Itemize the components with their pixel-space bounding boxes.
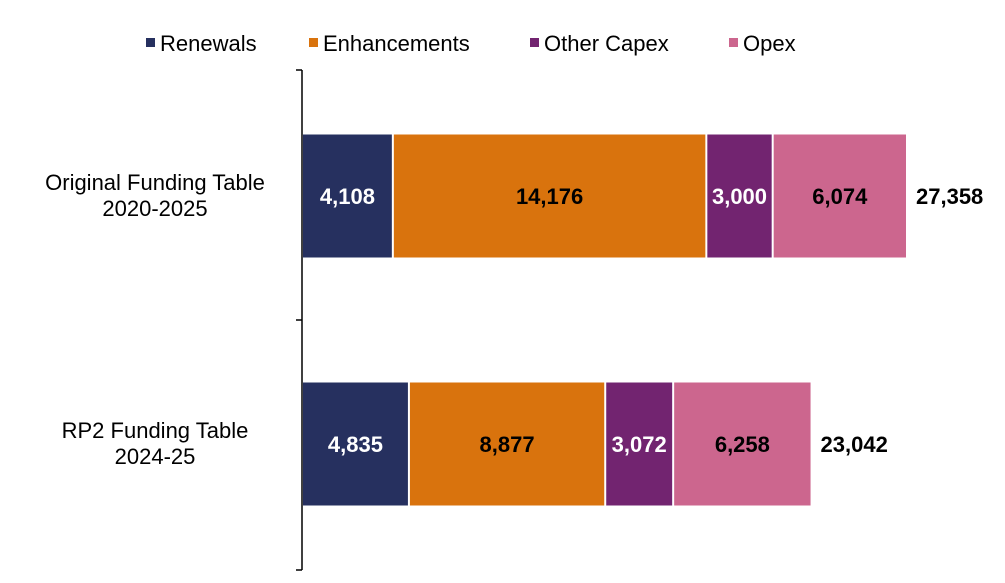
value-label-other-capex-2: 3,072 (612, 432, 667, 457)
category-label-1: Original Funding Table 2020-2025 (45, 170, 265, 221)
category-label-line: 2020-2025 (102, 196, 207, 221)
total-label-1: 27,358 (916, 184, 983, 209)
legend: Renewals Enhancements Other Capex Opex (146, 31, 796, 56)
bar-enhancements-1 (393, 134, 706, 258)
value-label-other-capex-1: 3,000 (712, 184, 767, 209)
bar-other-capex-1 (707, 134, 772, 258)
bars (303, 134, 906, 506)
value-label-opex-1: 6,074 (812, 184, 868, 209)
legend-renewals-swatch (146, 38, 155, 47)
bar-enhancements-2 (409, 382, 605, 506)
bar-renewals-2 (303, 382, 408, 506)
legend-renewals-label: Renewals (160, 31, 257, 56)
legend-enhancements-swatch (309, 38, 318, 47)
data-labels: 4,108 14,176 3,000 6,074 27,358 4,835 8,877 3,0… (320, 184, 983, 457)
category-label-line: Original Funding Table (45, 170, 265, 195)
value-label-enhancements-2: 8,877 (480, 432, 535, 457)
legend-enhancements-label: Enhancements (323, 31, 470, 56)
total-label-2: 23,042 (821, 432, 888, 457)
category-label-line: 2024-25 (115, 444, 196, 469)
legend-opex-label: Opex (743, 31, 796, 56)
bar-renewals-1 (303, 134, 392, 258)
category-label-2: RP2 Funding Table 2024-25 (62, 418, 249, 469)
legend-other-capex-label: Other Capex (544, 31, 669, 56)
value-label-renewals-2: 4,835 (328, 432, 383, 457)
value-label-renewals-1: 4,108 (320, 184, 375, 209)
bar-opex-2 (674, 382, 811, 506)
bar-other-capex-2 (606, 382, 673, 506)
bar-opex-1 (773, 134, 906, 258)
category-axis: Original Funding Table 2020-2025 RP2 Fundi… (45, 69, 303, 571)
legend-opex-swatch (729, 38, 738, 47)
category-label-line: RP2 Funding Table (62, 418, 249, 443)
legend-other-capex-swatch (530, 38, 539, 47)
value-label-opex-2: 6,258 (715, 432, 770, 457)
value-label-enhancements-1: 14,176 (516, 184, 583, 209)
